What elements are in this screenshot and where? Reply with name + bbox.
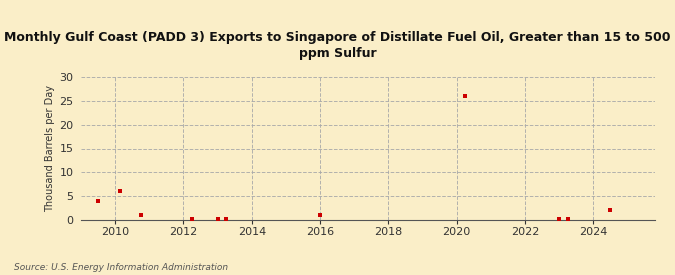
Text: Monthly Gulf Coast (PADD 3) Exports to Singapore of Distillate Fuel Oil, Greater: Monthly Gulf Coast (PADD 3) Exports to S… <box>4 31 671 60</box>
Point <box>554 216 564 221</box>
Text: Source: U.S. Energy Information Administration: Source: U.S. Energy Information Administ… <box>14 263 227 272</box>
Y-axis label: Thousand Barrels per Day: Thousand Barrels per Day <box>45 85 55 212</box>
Point <box>315 213 325 218</box>
Point <box>186 216 197 221</box>
Point <box>92 199 103 203</box>
Point <box>562 216 573 221</box>
Point <box>136 213 146 218</box>
Point <box>460 94 470 98</box>
Point <box>221 216 232 221</box>
Point <box>115 189 126 194</box>
Point <box>605 208 616 213</box>
Point <box>212 216 223 221</box>
